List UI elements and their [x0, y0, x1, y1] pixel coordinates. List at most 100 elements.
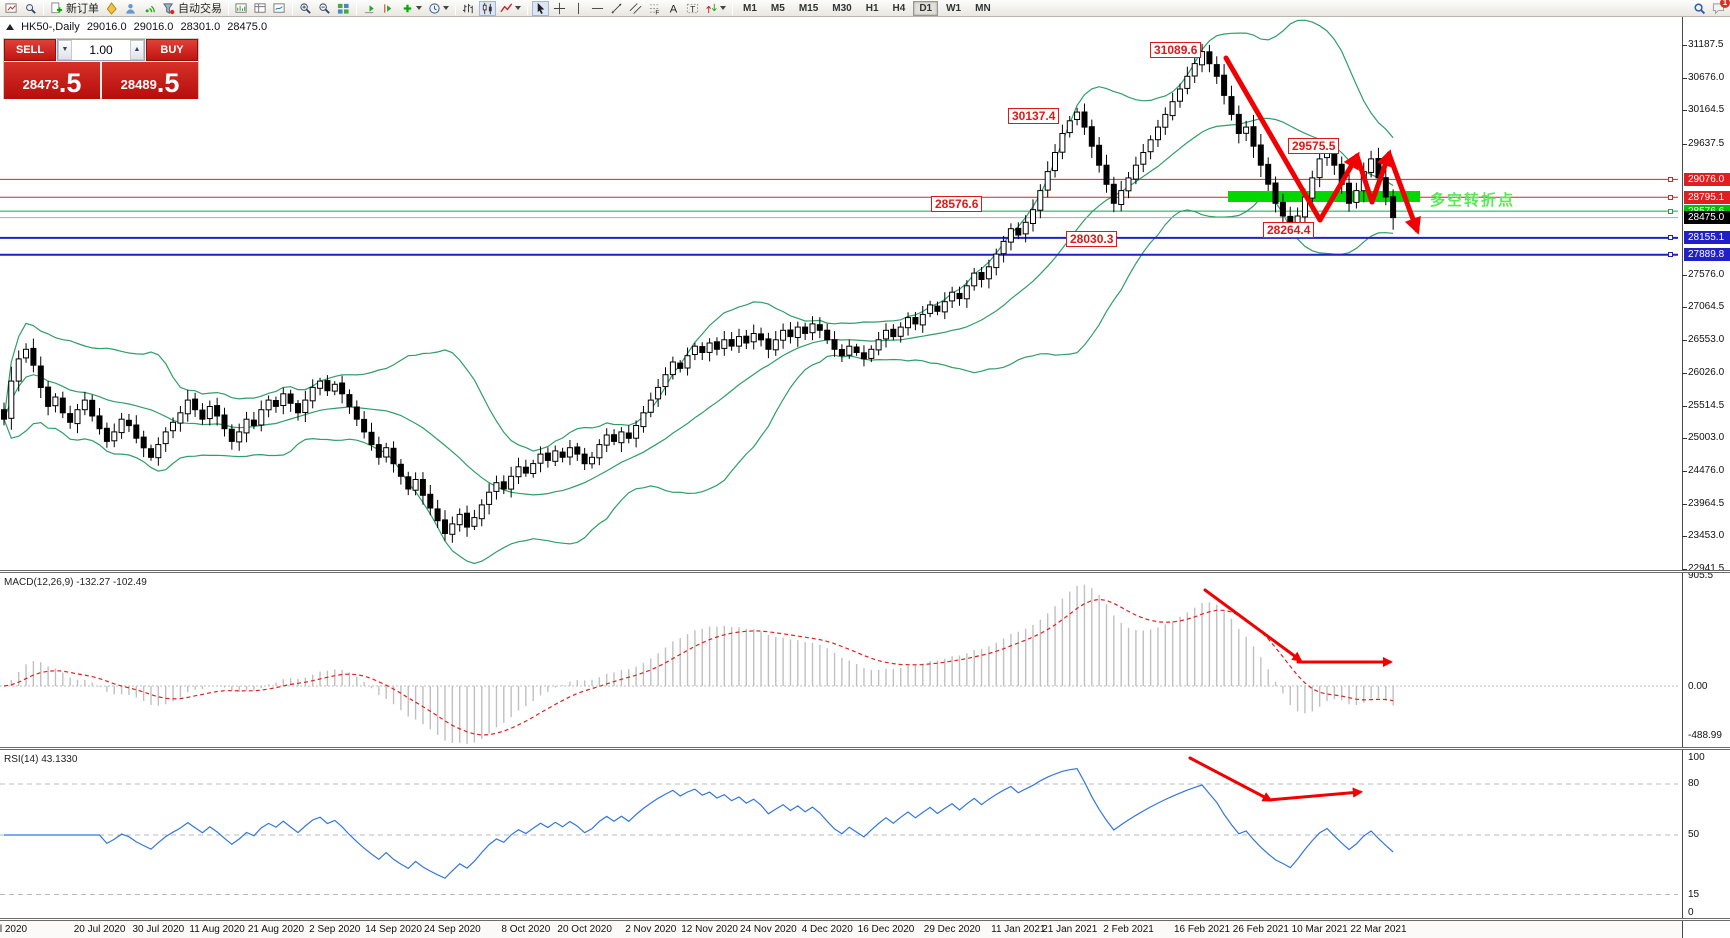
toolbar-separator — [732, 1, 733, 15]
bollinger-middle-band — [3, 117, 1394, 496]
price-annotation-31089.6[interactable]: 31089.6 — [1150, 42, 1202, 58]
macd-indicator-label: MACD(12,26,9) -132.27 -102.49 — [4, 577, 147, 588]
timeframe-h1-button[interactable]: H1 — [865, 2, 879, 14]
tile-windows-icon — [337, 3, 349, 14]
price-annotation-28264.4[interactable]: 28264.4 — [1263, 222, 1315, 238]
candlestick-icon[interactable] — [479, 0, 496, 16]
timeframe-d1-button[interactable]: D1 — [913, 0, 939, 16]
text-icon: A — [670, 3, 678, 14]
zone-annotation-text[interactable]: 多空转折点 — [1430, 192, 1516, 209]
macd-histogram — [10, 584, 1394, 744]
market-icon[interactable] — [122, 1, 139, 16]
rsi-panel-splitter[interactable] — [0, 747, 1730, 750]
timeframe-mn-button[interactable]: MN — [975, 2, 991, 14]
timeframe-m1-button[interactable]: M1 — [743, 2, 757, 14]
buy-button[interactable]: BUY — [146, 39, 198, 61]
horizontal-line-icon[interactable] — [589, 1, 606, 16]
data-window-icon — [254, 2, 266, 13]
volume-input[interactable] — [72, 40, 130, 60]
auto-scroll-icon[interactable] — [361, 1, 378, 16]
price-tick-23964.5: 23964.5 — [1688, 497, 1725, 509]
macd-scale-0.00: 0.00 — [1688, 681, 1708, 692]
price-tick-dash — [1682, 110, 1687, 112]
price-tick-dash — [1682, 77, 1687, 79]
date-tick: 16 Dec 2020 — [857, 924, 915, 935]
chevron-down-icon[interactable] — [416, 6, 422, 10]
metaeditor-icon[interactable] — [103, 1, 120, 16]
trade-panel-toggle-icon[interactable] — [6, 24, 14, 30]
buy-price-main: 28489 — [120, 77, 157, 92]
level-endpoint-handle[interactable] — [1668, 208, 1673, 214]
profile-icon[interactable] — [22, 1, 39, 16]
chart-shift-icon — [384, 3, 392, 13]
chevron-down-icon[interactable] — [515, 6, 521, 10]
search-icon[interactable] — [1691, 1, 1708, 16]
funnel — [162, 2, 175, 14]
channel-icon — [629, 2, 642, 14]
toolbar-separator — [292, 1, 293, 15]
timeframe-m5-button[interactable]: M5 — [770, 2, 785, 14]
price-annotation-30137.4[interactable]: 30137.4 — [1008, 108, 1060, 124]
text-icon[interactable]: A — [665, 1, 682, 16]
chevron-down-icon[interactable] — [443, 6, 449, 10]
text-label-icon[interactable]: T — [684, 1, 701, 16]
navigator-icon[interactable] — [271, 1, 288, 16]
price-tick-31187.5: 31187.5 — [1688, 39, 1724, 51]
cursor-icon[interactable] — [532, 0, 549, 16]
channel-icon[interactable] — [627, 1, 644, 16]
timeframe-w1-button[interactable]: W1 — [946, 2, 962, 14]
arrows-icon[interactable] — [703, 1, 728, 16]
rsi-line — [4, 768, 1394, 879]
zoom-out-icon[interactable] — [316, 1, 333, 16]
price-annotation-28576.6[interactable]: 28576.6 — [931, 196, 983, 212]
timeframe-h4-button[interactable]: H4 — [892, 2, 906, 14]
periods-icon[interactable] — [426, 1, 451, 16]
date-tick: 16 Feb 2021 — [1173, 924, 1231, 935]
signals-icon[interactable] — [141, 1, 158, 16]
level-endpoint-handle[interactable] — [1668, 194, 1673, 200]
chart-shift-icon[interactable] — [380, 1, 397, 16]
zoom-in-icon[interactable] — [297, 1, 314, 16]
macd-panel-splitter[interactable] — [0, 570, 1730, 573]
level-label-28475.0: 28475.0 — [1684, 211, 1730, 225]
new-order-button[interactable]: 新订单 — [48, 1, 101, 16]
notifications-icon[interactable]: 1 — [1710, 0, 1730, 16]
tile-windows-icon[interactable] — [335, 1, 352, 16]
timeframe-m30-button[interactable]: M30 — [832, 2, 852, 14]
toolbar-separator — [228, 1, 229, 15]
new-chart-icon[interactable] — [3, 1, 20, 16]
level-endpoint-handle[interactable] — [1668, 252, 1673, 258]
trendline-icon[interactable] — [608, 1, 625, 16]
level-endpoint-handle[interactable] — [1668, 235, 1673, 241]
sell-price-display[interactable]: 28473 .5 — [4, 62, 100, 99]
timeframe-m15-button[interactable]: M15 — [798, 2, 819, 14]
line-chart-icon[interactable] — [498, 1, 523, 16]
indicator-list-icon[interactable] — [233, 1, 250, 16]
autotrading-button[interactable]: 自动交易 — [160, 1, 224, 16]
text-label-icon: T — [686, 3, 699, 13]
volume-increase-button[interactable]: ▲ — [130, 40, 144, 60]
new-order-button-label: 新订单 — [66, 3, 99, 15]
price-annotation-29575.5[interactable]: 29575.5 — [1288, 138, 1340, 154]
add-indicator-icon[interactable] — [399, 1, 424, 16]
volume-decrease-button[interactable]: ▼ — [58, 40, 72, 60]
crosshair-icon[interactable] — [551, 1, 568, 16]
chevron-down-icon[interactable] — [720, 6, 726, 10]
fibonacci-icon: F — [649, 3, 659, 15]
date-tick: 11 Jan 2021 — [991, 924, 1046, 935]
buy-price-display[interactable]: 28489 .5 — [102, 62, 198, 99]
data-window-icon[interactable] — [252, 1, 269, 16]
indicator-list-icon — [235, 2, 247, 13]
level-endpoint-handle[interactable] — [1668, 176, 1673, 182]
price-tick-dash — [1682, 307, 1687, 309]
fibonacci-icon[interactable]: F — [646, 1, 663, 16]
price-chart-plot[interactable] — [0, 17, 1682, 938]
vertical-line-icon[interactable] — [570, 1, 587, 16]
sell-button[interactable]: SELL — [4, 39, 56, 61]
bar-chart-icon[interactable] — [460, 1, 477, 16]
one-click-trade-panel: SELL ▼ ▲ BUY 28473 .5 28489 .5 — [3, 38, 199, 99]
ohlc-close: 28475.0 — [227, 21, 268, 33]
level-label-29076.0: 29076.0 — [1684, 172, 1730, 186]
price-annotation-28030.3[interactable]: 28030.3 — [1066, 231, 1118, 247]
date-tick: 22 Mar 2021 — [1350, 924, 1407, 935]
